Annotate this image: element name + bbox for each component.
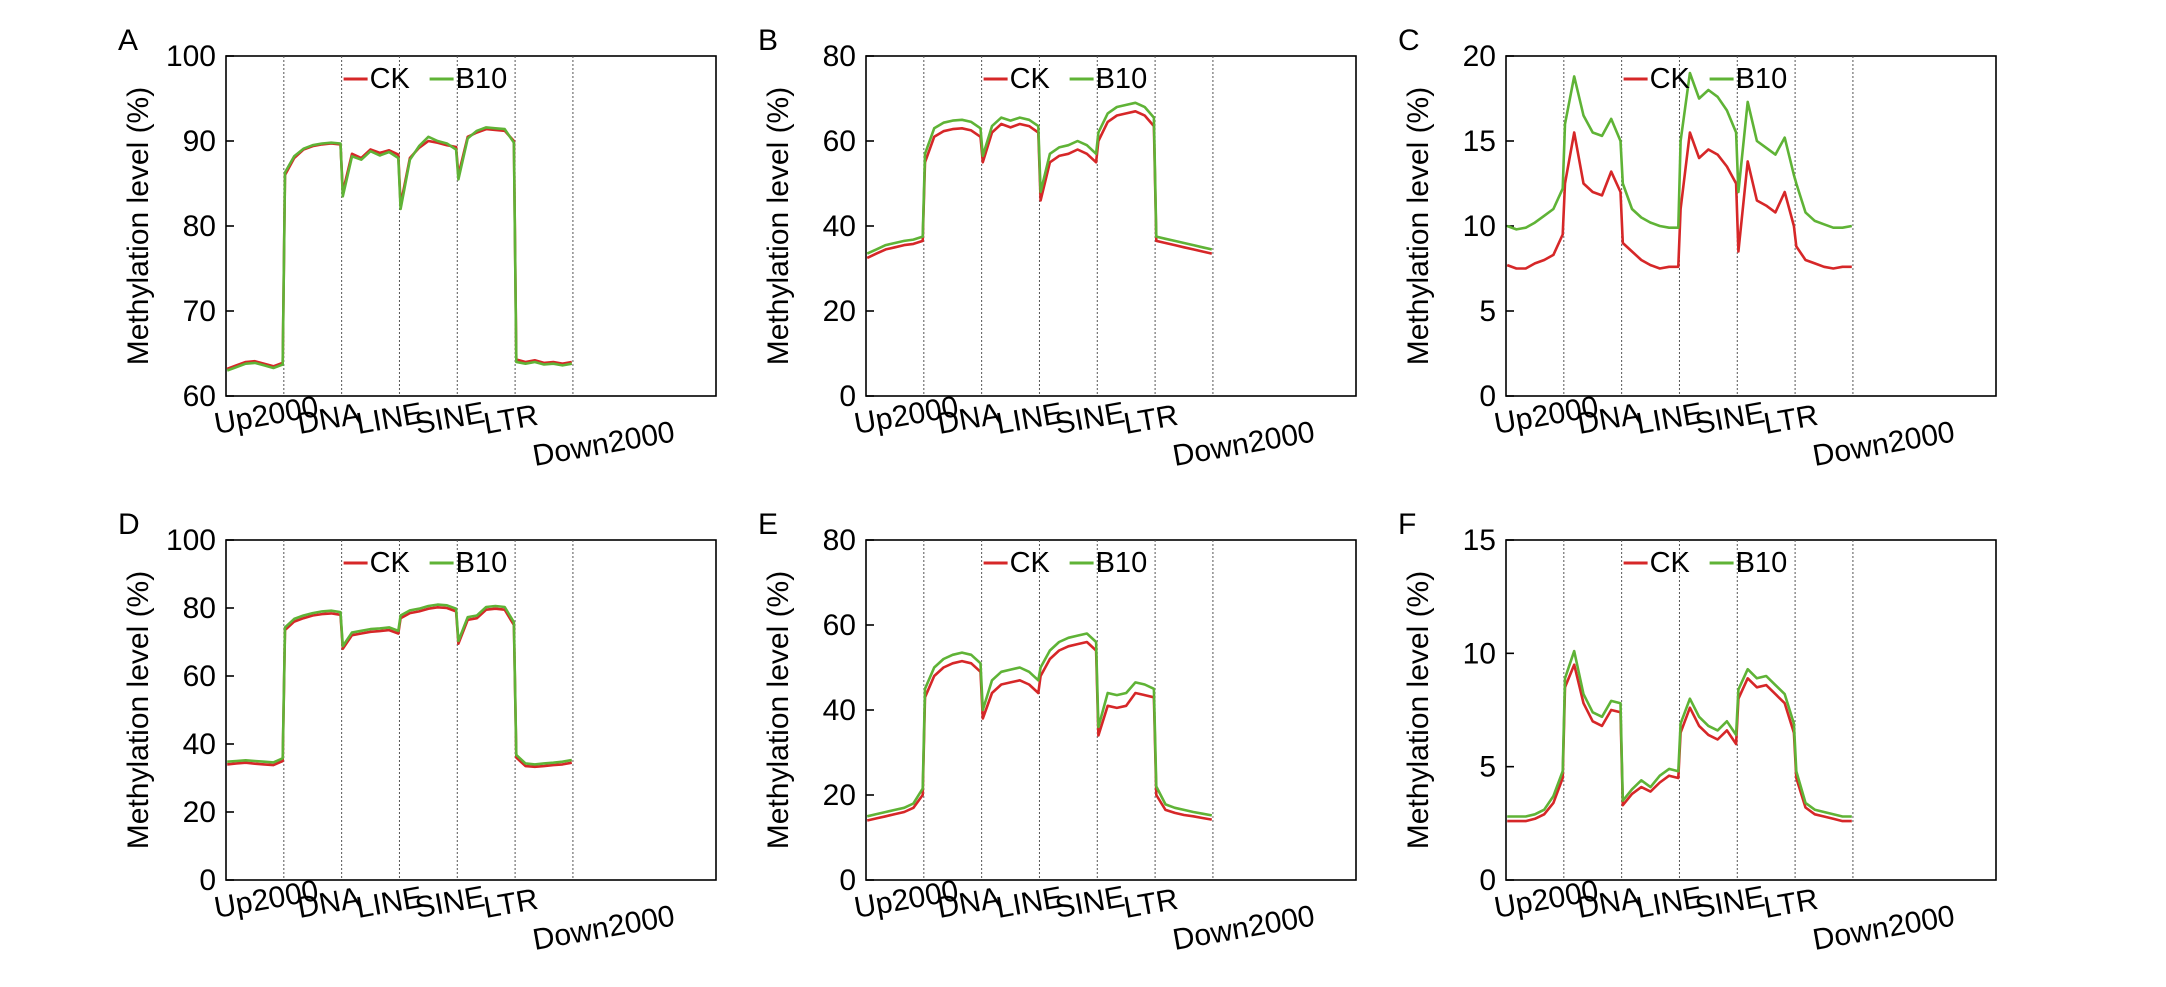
- legend-label-ck: CK: [370, 547, 411, 579]
- legend-label-ck: CK: [1650, 63, 1691, 95]
- y-tick-label: 0: [199, 864, 216, 897]
- y-tick-label: 60: [823, 609, 856, 642]
- y-axis-title: Methylation level (%): [1402, 87, 1435, 365]
- legend-label-b10: B10: [456, 547, 508, 579]
- y-tick-label: 80: [823, 40, 856, 73]
- panel-letter: D: [118, 508, 140, 541]
- y-tick-label: 60: [183, 660, 216, 693]
- legend-label-b10: B10: [1736, 547, 1788, 579]
- plot-frame: [1505, 55, 1997, 397]
- plot-frame: [865, 55, 1357, 397]
- panel-letter: E: [758, 508, 778, 541]
- series-line-b10: [866, 632, 1213, 818]
- category-label-down2000: Down2000: [1810, 415, 1957, 472]
- y-tick-label: 80: [823, 524, 856, 557]
- legend-label-ck: CK: [1650, 547, 1691, 579]
- category-label-sine: SINE: [413, 396, 488, 441]
- legend-label-b10: B10: [1096, 63, 1148, 95]
- y-tick-label: 0: [839, 380, 856, 413]
- category-label-ltr: LTR: [1121, 399, 1180, 441]
- y-tick-label: 20: [183, 796, 216, 829]
- series-line-b10: [227, 603, 573, 766]
- category-label-ltr: LTR: [1121, 883, 1180, 925]
- y-tick-label: 15: [1463, 125, 1496, 158]
- panel-letter: F: [1398, 508, 1416, 541]
- plot-frame: [1505, 539, 1997, 881]
- legend-label-b10: B10: [456, 63, 508, 95]
- y-tick-label: 40: [823, 210, 856, 243]
- series-line-b10: [1507, 649, 1852, 818]
- y-tick-label: 10: [1463, 637, 1496, 670]
- category-label-down2000: Down2000: [1170, 899, 1317, 956]
- legend-label-ck: CK: [1010, 547, 1051, 579]
- y-tick-label: 5: [1479, 751, 1496, 784]
- y-tick-label: 60: [823, 125, 856, 158]
- y-tick-label: 15: [1463, 524, 1496, 557]
- y-tick-label: 60: [183, 380, 216, 413]
- y-tick-label: 20: [823, 779, 856, 812]
- y-tick-label: 5: [1479, 295, 1496, 328]
- y-axis-title: Methylation level (%): [122, 87, 155, 365]
- legend-label-b10: B10: [1096, 547, 1148, 579]
- category-label-ltr: LTR: [481, 883, 540, 925]
- legend-label-ck: CK: [370, 63, 411, 95]
- series-line-ck: [1506, 131, 1852, 270]
- series-line-b10: [866, 101, 1213, 255]
- category-label-down2000: Down2000: [530, 415, 677, 472]
- y-tick-label: 0: [1479, 380, 1496, 413]
- panel-letter: C: [1398, 24, 1420, 57]
- y-tick-label: 0: [1479, 864, 1496, 897]
- category-label-sine: SINE: [413, 880, 488, 925]
- category-label-sine: SINE: [1053, 396, 1128, 441]
- y-axis-title: Methylation level (%): [122, 571, 155, 849]
- plot-frame: [225, 539, 717, 881]
- plot-frame: [865, 539, 1357, 881]
- category-label-sine: SINE: [1693, 880, 1768, 925]
- y-tick-label: 10: [1463, 210, 1496, 243]
- category-label-ltr: LTR: [1761, 883, 1820, 925]
- category-label-ltr: LTR: [1761, 399, 1820, 441]
- plot-frame: [225, 55, 717, 397]
- category-label-sine: SINE: [1693, 396, 1768, 441]
- category-label-down2000: Down2000: [1810, 899, 1957, 956]
- y-tick-label: 100: [166, 524, 216, 557]
- series-line-b10: [226, 126, 573, 372]
- y-tick-label: 20: [823, 295, 856, 328]
- panel-letter: A: [118, 24, 138, 57]
- y-tick-label: 90: [183, 125, 216, 158]
- series-line-b10: [1506, 71, 1853, 231]
- panel-letter: B: [758, 24, 778, 57]
- y-tick-label: 100: [166, 40, 216, 73]
- y-tick-label: 40: [183, 728, 216, 761]
- y-tick-label: 80: [183, 210, 216, 243]
- y-tick-label: 0: [839, 864, 856, 897]
- y-tick-label: 20: [1463, 40, 1496, 73]
- y-axis-title: Methylation level (%): [762, 87, 795, 365]
- y-tick-label: 70: [183, 295, 216, 328]
- category-label-sine: SINE: [1053, 880, 1128, 925]
- legend-label-b10: B10: [1736, 63, 1788, 95]
- category-label-down2000: Down2000: [530, 899, 677, 956]
- category-label-ltr: LTR: [481, 399, 540, 441]
- y-tick-label: 80: [183, 592, 216, 625]
- category-label-down2000: Down2000: [1170, 415, 1317, 472]
- legend-label-ck: CK: [1010, 63, 1051, 95]
- y-axis-title: Methylation level (%): [762, 571, 795, 849]
- y-tick-label: 40: [823, 694, 856, 727]
- y-axis-title: Methylation level (%): [1402, 571, 1435, 849]
